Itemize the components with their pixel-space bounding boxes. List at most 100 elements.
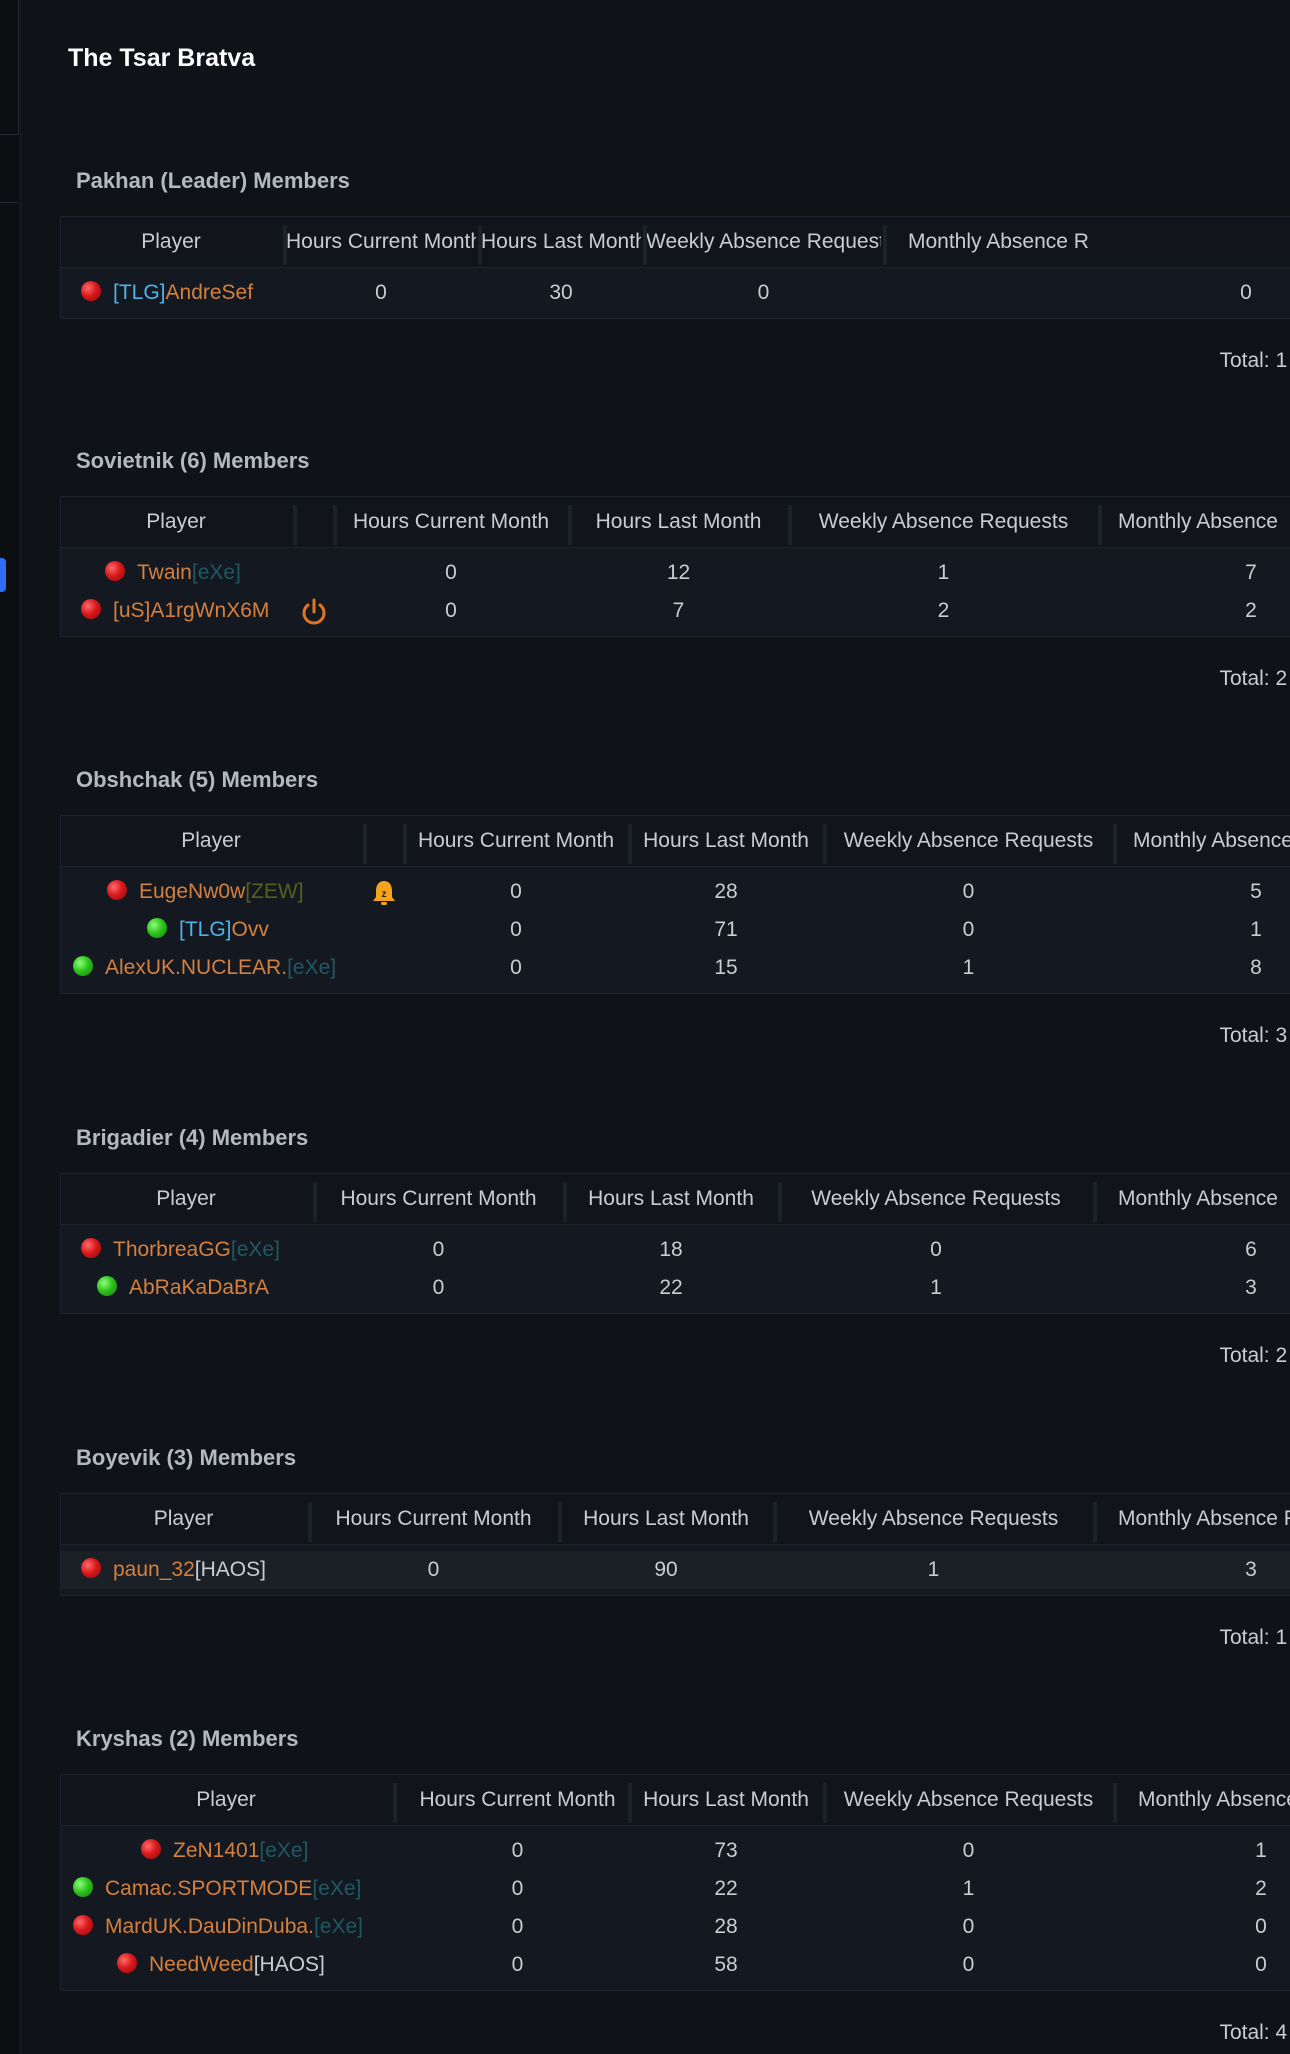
header-player[interactable]: Player (146, 510, 206, 533)
player-cell[interactable]: ThorbreaGG[eXe] (81, 1231, 280, 1269)
header-weekly-absence-requests[interactable]: Weekly Absence Requests (843, 829, 1094, 852)
header-hours-last-month[interactable]: Hours Last Month (643, 829, 809, 852)
column-divider[interactable] (823, 824, 827, 864)
player-name-link[interactable]: NeedWeed (149, 1953, 254, 1976)
header-player[interactable]: Player (156, 1187, 216, 1210)
column-divider[interactable] (313, 1182, 317, 1222)
column-divider[interactable] (283, 225, 287, 265)
column-divider[interactable] (308, 1502, 312, 1542)
player-cell[interactable]: AbRaKaDaBrA (97, 1269, 269, 1307)
player-cell[interactable]: [uS]A1rgWnX6M (81, 592, 269, 630)
player-name-link[interactable]: Camac.SPORTMODE (105, 1877, 313, 1900)
column-divider[interactable] (333, 505, 337, 545)
header-hours-current-month[interactable]: Hours Current Month (286, 230, 476, 253)
header-hours-last-month[interactable]: Hours Last Month (643, 1788, 809, 1811)
header-monthly-absence[interactable]: Monthly Absence (1118, 510, 1278, 533)
player-cell[interactable]: paun_32[HAOS] (81, 1551, 266, 1589)
header-hours-current-month[interactable]: Hours Current Month (419, 1788, 616, 1811)
player-cell[interactable]: Camac.SPORTMODE[eXe] (73, 1870, 361, 1908)
player-cell[interactable]: MardUK.DauDinDuba.[eXe] (73, 1908, 363, 1946)
player-name-link[interactable]: AbRaKaDaBrA (129, 1276, 270, 1299)
table-row[interactable]: MardUK.DauDinDuba.[eXe] 0 28 0 0 (61, 1908, 1290, 1946)
header-hours-last-month[interactable]: Hours Last Month (595, 510, 762, 533)
header-weekly-absence-requests[interactable]: Weekly Absence Requests (843, 1788, 1094, 1811)
player-name-link[interactable]: EugeNw0w (139, 880, 246, 903)
header-monthly-absence[interactable]: Monthly Absence (1118, 1187, 1278, 1210)
player-cell[interactable]: EugeNw0w[ZEW] (107, 873, 304, 911)
column-divider[interactable] (1113, 1783, 1117, 1823)
player-name-link[interactable]: Ovv (231, 918, 269, 941)
header-weekly-absence-requests[interactable]: Weekly Absence Requests (808, 1507, 1059, 1530)
player-cell[interactable]: NeedWeed[HAOS] (117, 1946, 325, 1984)
player-name-link[interactable]: paun_32 (113, 1558, 195, 1581)
header-weekly-absence-requests[interactable]: Weekly Absence Requests (646, 230, 881, 253)
column-divider[interactable] (393, 1783, 397, 1823)
header-monthly-absence[interactable]: Monthly Absence R (908, 230, 1089, 253)
player-cell[interactable]: [TLG]Ovv (147, 911, 269, 949)
column-divider[interactable] (643, 225, 647, 265)
header-hours-current-month[interactable]: Hours Current Month (352, 510, 550, 533)
column-divider[interactable] (1113, 824, 1117, 864)
player-cell[interactable]: AlexUK.NUCLEAR.[eXe] (73, 949, 336, 987)
table-row[interactable]: EugeNw0w[ZEW] z 0 28 0 5 (61, 873, 1290, 911)
clan-tag: [ZEW] (245, 880, 304, 903)
column-divider[interactable] (788, 505, 792, 545)
player-name-link[interactable]: A1rgWnX6M (150, 599, 270, 622)
column-divider[interactable] (478, 225, 482, 265)
table-row[interactable]: ZeN1401[eXe] 0 73 0 1 (61, 1832, 1290, 1870)
column-divider[interactable] (403, 824, 407, 864)
column-divider[interactable] (1093, 1182, 1097, 1222)
player-name-link[interactable]: ZeN1401 (173, 1839, 260, 1862)
player-cell[interactable]: [TLG]AndreSef (81, 274, 253, 312)
header-weekly-absence-requests[interactable]: Weekly Absence Requests (811, 1187, 1061, 1210)
column-divider[interactable] (563, 1182, 567, 1222)
header-hours-last-month[interactable]: Hours Last Month (583, 1507, 749, 1530)
hours-current-month-cell: 0 (375, 281, 387, 304)
table-row[interactable]: AbRaKaDaBrA 0 22 1 3 (61, 1269, 1290, 1307)
table-row[interactable]: [TLG]AndreSef 0 30 0 0 (61, 274, 1290, 312)
header-hours-last-month[interactable]: Hours Last Month (588, 1187, 754, 1210)
table-row[interactable]: Camac.SPORTMODE[eXe] 0 22 1 2 (61, 1870, 1290, 1908)
table-row[interactable]: ThorbreaGG[eXe] 0 18 0 6 (61, 1231, 1290, 1269)
column-divider[interactable] (778, 1182, 782, 1222)
weekly-absence-cell: 0 (962, 1839, 975, 1862)
table-row[interactable]: [TLG]Ovv 0 71 0 1 (61, 911, 1290, 949)
player-cell[interactable]: ZeN1401[eXe] (141, 1832, 308, 1870)
column-divider[interactable] (568, 505, 572, 545)
header-monthly-absence[interactable]: Monthly Absence R (1118, 1507, 1290, 1530)
header-player[interactable]: Player (196, 1788, 256, 1811)
column-divider[interactable] (1093, 1502, 1097, 1542)
player-name-link[interactable]: ThorbreaGG (113, 1238, 231, 1261)
table-row[interactable]: Twain[eXe] 0 12 1 7 (61, 554, 1290, 592)
table-row[interactable]: [uS]A1rgWnX6M 0 7 2 2 (61, 592, 1290, 630)
column-divider[interactable] (1098, 505, 1102, 545)
header-hours-current-month[interactable]: Hours Current Month (417, 829, 615, 852)
header-monthly-absence[interactable]: Monthly Absence (1133, 829, 1290, 852)
column-divider[interactable] (883, 225, 887, 265)
header-weekly-absence-requests[interactable]: Weekly Absence Requests (818, 510, 1069, 533)
table-row[interactable]: AlexUK.NUCLEAR.[eXe] 0 15 1 8 (61, 949, 1290, 987)
column-divider[interactable] (293, 505, 297, 545)
player-name-link[interactable]: AlexUK.NUCLEAR. (105, 956, 288, 979)
table-row[interactable]: NeedWeed[HAOS] 0 58 0 0 (61, 1946, 1290, 1984)
header-hours-current-month[interactable]: Hours Current Month (335, 1507, 532, 1530)
header-player[interactable]: Player (153, 1507, 214, 1530)
header-hours-last-month[interactable]: Hours Last Month (481, 230, 641, 253)
header-monthly-absence[interactable]: Monthly Absence (1138, 1788, 1290, 1811)
player-name-link[interactable]: MardUK.DauDinDuba. (105, 1915, 314, 1938)
player-name-link[interactable]: Twain (137, 561, 192, 584)
section-total: Total: 4 r (1219, 2021, 1290, 2044)
table-row[interactable]: paun_32[HAOS] 0 90 1 3 (61, 1551, 1290, 1589)
header-player[interactable]: Player (141, 230, 201, 253)
column-divider[interactable] (773, 1502, 777, 1542)
player-name-link[interactable]: AndreSef (165, 281, 254, 304)
column-divider[interactable] (628, 824, 632, 864)
player-cell[interactable]: Twain[eXe] (105, 554, 241, 592)
weekly-absence-cell: 0 (930, 1238, 942, 1261)
column-divider[interactable] (628, 1783, 632, 1823)
column-divider[interactable] (363, 824, 367, 864)
column-divider[interactable] (558, 1502, 562, 1542)
column-divider[interactable] (823, 1783, 827, 1823)
header-player[interactable]: Player (181, 829, 241, 852)
header-hours-current-month[interactable]: Hours Current Month (340, 1187, 537, 1210)
